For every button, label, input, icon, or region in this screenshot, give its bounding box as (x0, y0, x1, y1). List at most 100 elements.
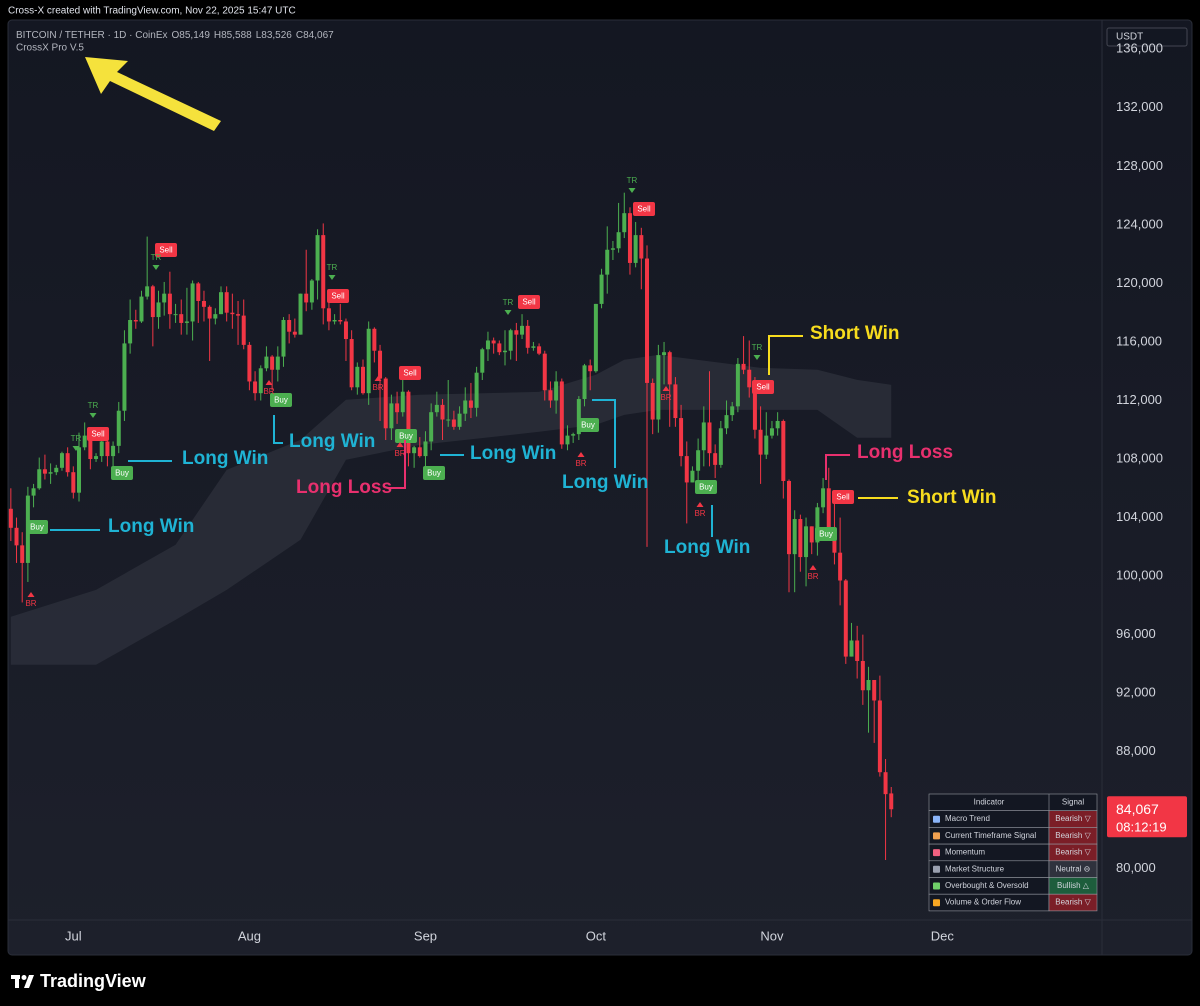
candle-body (332, 320, 337, 322)
annotation: Long Win (562, 472, 648, 493)
candle-body (582, 365, 587, 400)
candle-body (167, 293, 172, 315)
candle-body (207, 306, 212, 319)
chart-panel (7, 19, 1193, 956)
candle-body (860, 660, 865, 691)
annotation-connector (273, 415, 283, 444)
candle-body (99, 441, 104, 457)
table-signal: Neutral ⊖ (1056, 864, 1091, 873)
candle-body (679, 418, 684, 457)
annotation: Long Win (289, 431, 375, 452)
annotation-connector (768, 335, 803, 375)
candle-body (145, 286, 150, 297)
x-tick-label: Sep (414, 928, 437, 943)
candle-body (588, 365, 593, 372)
signal-label: Sell (91, 430, 105, 439)
candle-body (503, 350, 507, 353)
candle-body (764, 435, 769, 455)
signal-triangle (809, 565, 817, 570)
signal-triangle (577, 452, 585, 457)
candle-body (485, 340, 490, 350)
signal-box (327, 289, 349, 303)
table-icon (933, 815, 940, 823)
signal-box (518, 295, 540, 309)
signal-triangle (328, 275, 336, 280)
candle-body (480, 349, 485, 373)
candle-body (253, 381, 258, 394)
footer (0, 956, 1200, 1006)
candle-body (537, 346, 542, 354)
candle-body (389, 403, 394, 429)
candle-body (400, 391, 405, 413)
signal-triangle (27, 592, 35, 597)
candle-body (730, 406, 735, 416)
annotation: Long Win (182, 448, 268, 469)
candle-body (735, 363, 740, 407)
signal-box (832, 490, 854, 504)
candle-body (832, 532, 837, 553)
candle-body (343, 321, 348, 340)
candle-body (821, 488, 826, 508)
candle-body (20, 545, 25, 563)
candle-body (361, 366, 365, 394)
signal-triangle (504, 310, 512, 315)
table-signal: Bearish ▽ (1055, 898, 1091, 907)
candle-body (219, 292, 223, 315)
candle-body (383, 378, 388, 429)
table-signal: Bullish △ (1057, 881, 1090, 890)
y-tick-label: 128,000 (1116, 158, 1163, 173)
y-tick-label: 108,000 (1116, 450, 1163, 465)
candle-body (372, 328, 377, 351)
x-tick-label: Dec (931, 928, 955, 943)
signal-label: TR (503, 298, 514, 307)
signal-label: BR (660, 393, 671, 402)
candle-body (105, 441, 110, 457)
candle-body (855, 640, 860, 661)
signal-label: BR (807, 572, 818, 581)
y-tick-label: 124,000 (1116, 216, 1163, 231)
ohlc-value: 85,588 (221, 30, 252, 41)
candle-body (576, 399, 581, 435)
logo-mark (24, 975, 34, 988)
candle-body (298, 293, 303, 335)
candle-body (463, 400, 468, 414)
candle-body (446, 419, 451, 421)
ohlc-key: O (172, 30, 180, 41)
candle-body (417, 447, 422, 457)
candle-body (139, 296, 144, 322)
candle-body (718, 428, 723, 465)
candle-body (843, 580, 848, 657)
candle-body (684, 456, 689, 483)
candle-body (451, 419, 456, 427)
signal-label: BR (372, 383, 383, 392)
candle-body (781, 420, 786, 481)
table-indicator: Overbought & Oversold (945, 881, 1029, 890)
signal-label: BR (25, 599, 36, 608)
annotation: Long Loss (857, 442, 953, 463)
candle-body (128, 320, 133, 344)
logo-mark (15, 975, 19, 988)
signal-triangle (72, 446, 80, 451)
candle-body (815, 507, 820, 543)
candle-body (826, 488, 831, 533)
signal-label: TR (752, 343, 763, 352)
table-icon (933, 832, 940, 840)
ohlc-key: H (214, 30, 221, 41)
candle-body (650, 382, 655, 420)
candle-body (474, 372, 479, 408)
candle-body (633, 235, 638, 263)
x-tick-label: Aug (238, 928, 261, 943)
candle-body (440, 404, 445, 420)
candle-body (491, 340, 496, 344)
signal-label: Sell (756, 383, 770, 392)
annotation: Long Win (108, 516, 194, 537)
ohlc-key: C (296, 30, 303, 41)
candle-body (713, 453, 718, 465)
candle-body (457, 413, 462, 427)
candle-body (429, 412, 434, 442)
y-tick-label: 104,000 (1116, 509, 1163, 524)
signal-box (395, 429, 417, 443)
signal-label: BR (263, 387, 274, 396)
signal-label: TR (327, 263, 338, 272)
signal-box (87, 427, 109, 441)
